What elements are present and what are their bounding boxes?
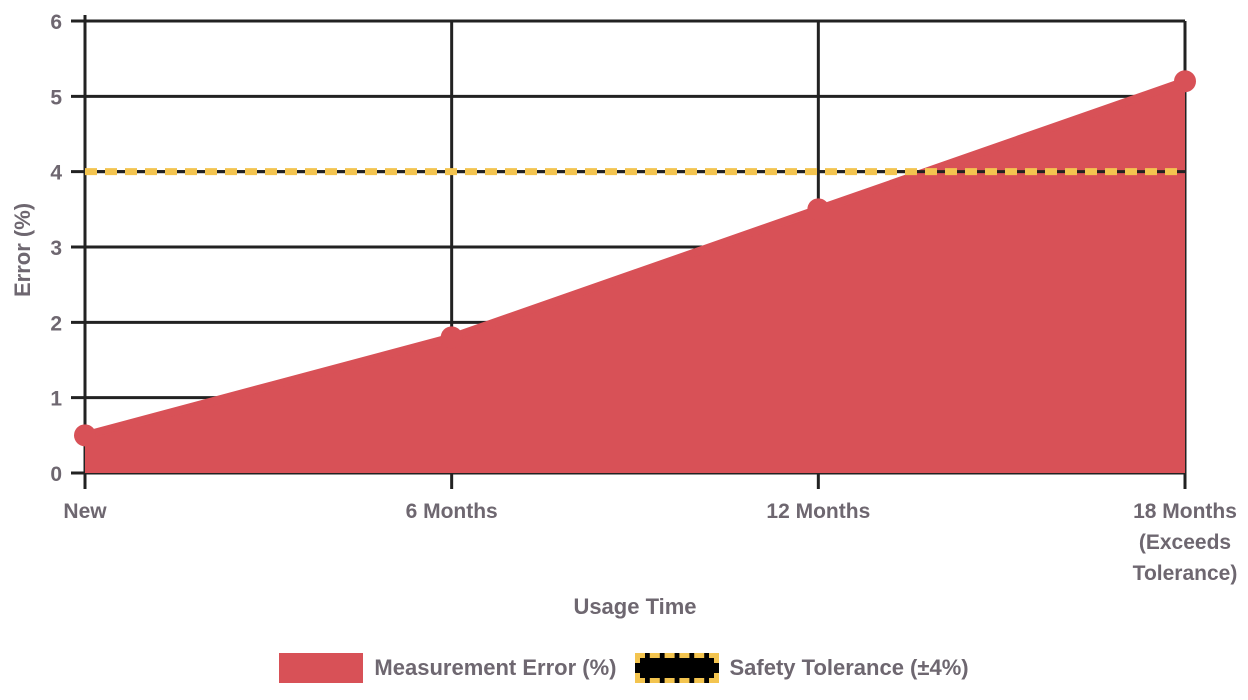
x-tick-label-0: New bbox=[63, 500, 107, 523]
legend: Measurement Error (%) Safety Tolerance (… bbox=[0, 650, 1248, 686]
x-tick-label-3-line-2: Tolerance) bbox=[1133, 562, 1238, 585]
y-tick-label-0: 0 bbox=[50, 463, 62, 486]
legend-label-measurement-error: Measurement Error (%) bbox=[374, 655, 617, 680]
measurement-error-swatch bbox=[279, 653, 364, 683]
legend-item-safety-tolerance[interactable]: Safety Tolerance (±4%) bbox=[634, 653, 969, 683]
legend-item-measurement-error[interactable]: Measurement Error (%) bbox=[279, 653, 617, 683]
measurement-error-line bbox=[81, 77, 1189, 440]
x-tick-label-3-line-1: (Exceeds bbox=[1139, 531, 1231, 554]
y-tick-label-6: 6 bbox=[50, 11, 62, 34]
y-tick-label-1: 1 bbox=[50, 388, 62, 411]
data-point-18-months-exceeds-tolerance-[interactable] bbox=[1174, 70, 1196, 93]
y-tick-label-2: 2 bbox=[50, 312, 62, 335]
y-tick-label-5: 5 bbox=[50, 86, 62, 109]
y-axis-title: Error (%) bbox=[10, 202, 35, 297]
x-tick-label-2: 12 Months bbox=[766, 500, 870, 523]
y-tick-label-4: 4 bbox=[50, 162, 62, 185]
data-point-12-months[interactable] bbox=[807, 198, 830, 221]
x-tick-label-1: 6 Months bbox=[406, 500, 498, 523]
data-point-new[interactable] bbox=[74, 424, 96, 447]
x-tick-label-3-line-0: 18 Months bbox=[1133, 500, 1237, 523]
y-tick-label-3: 3 bbox=[50, 237, 62, 260]
data-point-6-months[interactable] bbox=[440, 326, 463, 349]
legend-label-safety-tolerance: Safety Tolerance (±4%) bbox=[729, 655, 969, 680]
safety-tolerance-swatch bbox=[634, 653, 719, 683]
x-axis-title: Usage Time bbox=[573, 594, 697, 619]
